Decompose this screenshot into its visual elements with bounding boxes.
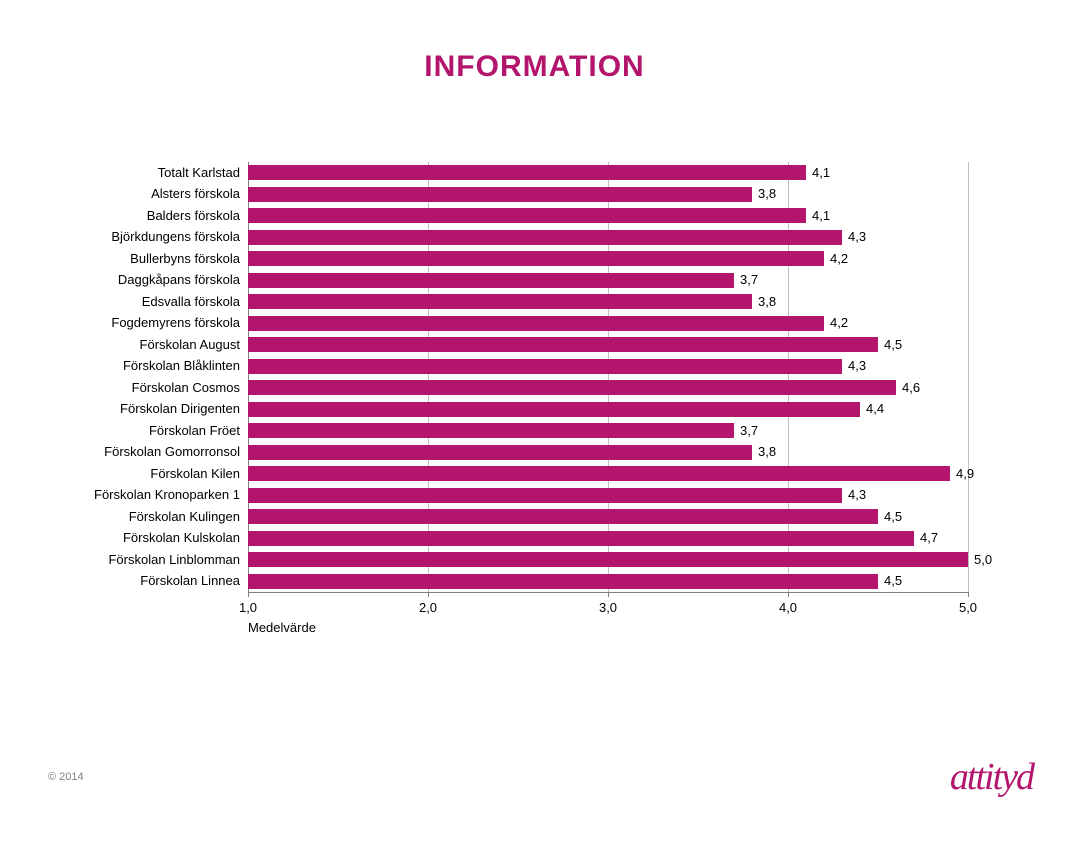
bar: [248, 230, 842, 245]
bar: [248, 165, 806, 180]
category-label: Bullerbyns förskola: [130, 251, 248, 266]
chart-row: Förskolan August4,5: [248, 334, 968, 356]
category-label: Balders förskola: [147, 208, 248, 223]
category-label: Daggkåpans förskola: [118, 272, 248, 287]
category-label: Förskolan Cosmos: [132, 380, 248, 395]
bar: [248, 273, 734, 288]
x-tick-mark: [968, 592, 969, 597]
value-label: 4,1: [812, 165, 830, 180]
copyright: © 2014: [48, 771, 84, 783]
x-tick-label: 3,0: [599, 600, 617, 615]
category-label: Förskolan Fröet: [149, 423, 248, 438]
bar: [248, 208, 806, 223]
page-title: INFORMATION: [0, 50, 1069, 84]
category-label: Förskolan Kulskolan: [123, 530, 248, 545]
value-label: 5,0: [974, 552, 992, 567]
bar: [248, 466, 950, 481]
category-label: Förskolan Linnea: [140, 573, 248, 588]
bar: [248, 337, 878, 352]
chart-row: Förskolan Linnea4,5: [248, 571, 968, 593]
chart-row: Förskolan Fröet3,7: [248, 420, 968, 442]
x-axis-label: Medelvärde: [248, 620, 316, 635]
bar: [248, 445, 752, 460]
bar: [248, 316, 824, 331]
category-label: Björkdungens förskola: [111, 229, 248, 244]
value-label: 4,1: [812, 208, 830, 223]
value-label: 4,7: [920, 530, 938, 545]
category-label: Fogdemyrens förskola: [111, 315, 248, 330]
bar: [248, 187, 752, 202]
bar: [248, 531, 914, 546]
value-label: 4,2: [830, 315, 848, 330]
x-tick-label: 1,0: [239, 600, 257, 615]
value-label: 4,9: [956, 466, 974, 481]
chart-row: Förskolan Linblomman5,0: [248, 549, 968, 571]
chart-row: Förskolan Kilen4,9: [248, 463, 968, 485]
category-label: Förskolan August: [140, 337, 248, 352]
chart-row: Förskolan Blåklinten4,3: [248, 356, 968, 378]
value-label: 3,8: [758, 186, 776, 201]
category-label: Edsvalla förskola: [142, 294, 248, 309]
x-tick-label: 5,0: [959, 600, 977, 615]
bar: [248, 488, 842, 503]
chart-row: Förskolan Cosmos4,6: [248, 377, 968, 399]
bar: [248, 359, 842, 374]
chart-row: Alsters förskola3,8: [248, 184, 968, 206]
x-tick-label: 4,0: [779, 600, 797, 615]
category-label: Alsters förskola: [151, 186, 248, 201]
chart-row: Fogdemyrens förskola4,2: [248, 313, 968, 335]
value-label: 4,2: [830, 251, 848, 266]
x-tick-label: 2,0: [419, 600, 437, 615]
category-label: Förskolan Blåklinten: [123, 358, 248, 373]
chart-row: Förskolan Dirigenten4,4: [248, 399, 968, 421]
chart-row: Totalt Karlstad4,1: [248, 162, 968, 184]
plot-area: 1,02,03,04,05,0MedelvärdeTotalt Karlstad…: [248, 162, 968, 592]
chart-row: Björkdungens förskola4,3: [248, 227, 968, 249]
category-label: Förskolan Kilen: [150, 466, 248, 481]
chart-row: Förskolan Gomorronsol3,8: [248, 442, 968, 464]
brand-logo: attityd: [950, 755, 1033, 799]
chart-row: Förskolan Kronoparken 14,3: [248, 485, 968, 507]
bar: [248, 251, 824, 266]
category-label: Förskolan Kulingen: [129, 509, 248, 524]
bar: [248, 402, 860, 417]
bar: [248, 294, 752, 309]
value-label: 4,5: [884, 509, 902, 524]
value-label: 4,5: [884, 337, 902, 352]
chart-row: Förskolan Kulingen4,5: [248, 506, 968, 528]
chart-row: Bullerbyns förskola4,2: [248, 248, 968, 270]
value-label: 3,8: [758, 294, 776, 309]
value-label: 4,3: [848, 229, 866, 244]
chart-row: Balders förskola4,1: [248, 205, 968, 227]
category-label: Förskolan Kronoparken 1: [94, 487, 248, 502]
value-label: 3,8: [758, 444, 776, 459]
category-label: Förskolan Dirigenten: [120, 401, 248, 416]
chart-row: Daggkåpans förskola3,7: [248, 270, 968, 292]
value-label: 3,7: [740, 423, 758, 438]
bar: [248, 509, 878, 524]
grid-line: [968, 162, 969, 592]
chart-container: 1,0 2,0 3,0 4,0 5,0 Medelvärde Totalt Karlstad…: [0, 162, 1069, 652]
value-label: 4,6: [902, 380, 920, 395]
chart-row: Förskolan Kulskolan4,7: [248, 528, 968, 550]
bar: [248, 552, 968, 567]
value-label: 4,3: [848, 358, 866, 373]
bar: [248, 574, 878, 589]
brand-logo-text: attityd: [950, 756, 1033, 798]
value-label: 4,5: [884, 573, 902, 588]
category-label: Totalt Karlstad: [158, 165, 248, 180]
x-axis-line: [248, 592, 968, 593]
value-label: 4,3: [848, 487, 866, 502]
value-label: 3,7: [740, 272, 758, 287]
chart-row: Edsvalla förskola3,8: [248, 291, 968, 313]
bar: [248, 380, 896, 395]
category-label: Förskolan Linblomman: [108, 552, 248, 567]
value-label: 4,4: [866, 401, 884, 416]
category-label: Förskolan Gomorronsol: [104, 444, 248, 459]
bar: [248, 423, 734, 438]
